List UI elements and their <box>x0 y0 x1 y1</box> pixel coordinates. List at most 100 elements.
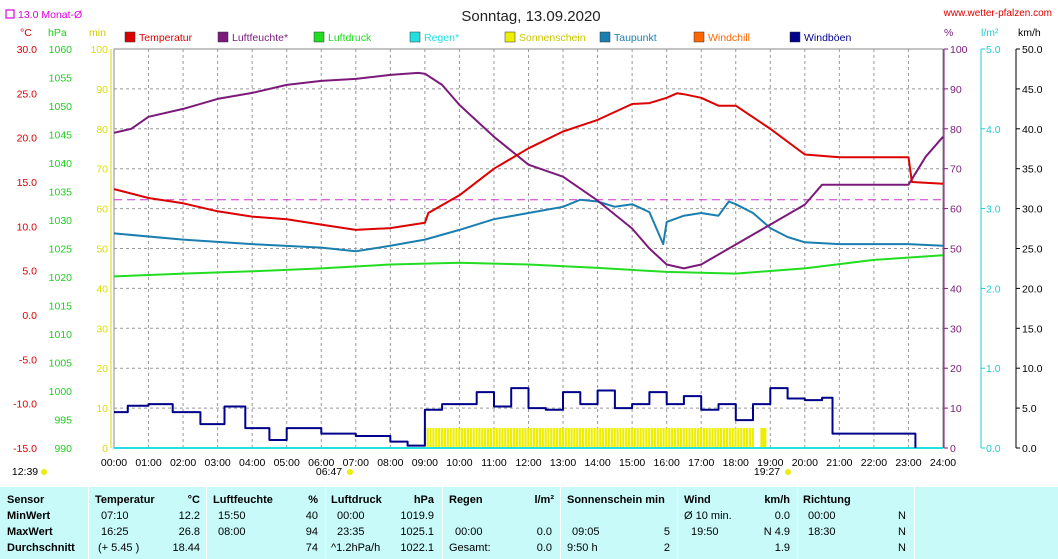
hpa-axis-tick: 1005 <box>49 358 73 370</box>
legend-swatch <box>124 31 136 43</box>
header-luftdruck-unit: hPa <box>413 494 434 506</box>
sunshine-bar <box>486 428 490 448</box>
x-tick-label: 00:00 <box>101 457 127 469</box>
sunshine-bar <box>452 428 455 448</box>
temp-unit-label: °C <box>20 27 32 39</box>
x-tick-label: 01:00 <box>135 457 161 469</box>
sunshine-bar <box>530 428 533 448</box>
kmh-axis-tick: 30.0 <box>1022 204 1043 216</box>
max-temp-value: 26.8 <box>178 526 200 538</box>
header-richtung: Richtung <box>803 494 851 506</box>
avg-richtung-value: N <box>898 542 906 554</box>
sunshine-bar <box>708 428 711 448</box>
x-tick-label: 02:00 <box>170 457 196 469</box>
avg-temp-value: 18.44 <box>172 542 200 554</box>
pct-axis-tick: 40 <box>950 283 962 295</box>
legend-label: Windchill <box>708 32 750 44</box>
min-axis-tick: 80 <box>96 124 108 136</box>
column-separator <box>914 487 915 559</box>
legend-label: Taupunkt <box>614 32 657 44</box>
legend-swatch <box>599 31 611 43</box>
max-druck-value: 1025.1 <box>400 526 434 538</box>
avg-sonne-time: 9:50 h <box>567 542 598 554</box>
sunshine-bar <box>717 428 720 448</box>
hpa-axis-tick: 1040 <box>49 158 73 170</box>
legend-swatch <box>789 31 801 43</box>
sunshine-bar <box>616 428 619 448</box>
sunshine-bar <box>725 428 728 448</box>
x-tick-label: 04:00 <box>239 457 265 469</box>
sunshine-bar <box>694 428 697 448</box>
max-wind-value: N 4.9 <box>763 526 790 538</box>
max-richtung-value: N <box>898 526 906 538</box>
temp-axis-tick: 0.0 <box>22 310 37 322</box>
max-feuchte-value: 94 <box>305 526 318 538</box>
max-druck-time: 23:35 <box>337 526 365 538</box>
website-link[interactable]: www.wetter-pfalzen.com <box>943 8 1052 19</box>
column-separator <box>88 487 89 559</box>
sunshine-bar <box>604 428 608 448</box>
x-tick-label: 17:00 <box>688 457 714 469</box>
sunset-label: 19:27 <box>754 466 780 478</box>
chart-legend: Temperatur Luftfeuchte* Luftdruck Regen* Son… <box>124 31 851 44</box>
sunshine-bar <box>547 428 550 448</box>
max-regen-time: 00:00 <box>455 526 483 538</box>
temp-axis-tick: 5.0 <box>22 266 37 278</box>
min-wind-time: Ø 10 min. <box>684 510 732 522</box>
pct-axis-tick: 70 <box>950 164 962 176</box>
sunshine-bar <box>584 428 588 448</box>
temp-axis-tick: -15.0 <box>13 443 37 455</box>
lm2-axis-tick: 1.0 <box>986 363 1001 375</box>
chart-title: Sonntag, 13.09.2020 <box>461 8 600 25</box>
sunshine-bar <box>587 428 590 448</box>
sunshine-bar <box>544 428 547 448</box>
sunshine-bar <box>524 428 527 448</box>
sunshine-bar <box>484 428 487 448</box>
max-richtung-time: 18:30 <box>808 526 836 538</box>
pct-axis-tick: 90 <box>950 84 962 96</box>
x-tick-label: 12:00 <box>515 457 541 469</box>
sunshine-bar <box>705 428 708 448</box>
sunshine-bar <box>671 428 674 448</box>
sunshine-bar <box>619 428 622 448</box>
sunshine-bar <box>682 428 685 448</box>
min-axis-tick: 20 <box>96 363 108 375</box>
row-label-minwert: MinWert <box>7 510 51 522</box>
sunshine-bar <box>593 428 596 448</box>
x-tick-label: 20:00 <box>792 457 818 469</box>
min-wind-value: 0.0 <box>774 510 790 522</box>
sunshine-bar <box>501 428 504 448</box>
sunshine-bar <box>463 428 467 448</box>
sunshine-bar <box>691 428 694 448</box>
min-feuchte-time: 15:50 <box>218 510 246 522</box>
kmh-axis-tick: 50.0 <box>1022 44 1043 56</box>
sunshine-bar <box>581 428 585 448</box>
header-luftfeuchte-unit: % <box>308 494 318 506</box>
kmh-axis-tick: 10.0 <box>1022 363 1043 375</box>
sunshine-bar <box>426 428 429 448</box>
sunshine-bar <box>521 428 524 448</box>
temp-axis-tick: 20.0 <box>17 133 38 145</box>
hpa-axis-tick: 1060 <box>49 44 73 56</box>
sunshine-bar <box>702 428 705 448</box>
min-axis-tick: 30 <box>96 323 108 335</box>
avg-temp-time: (+ 5.45 ) <box>98 542 140 554</box>
sunshine-bar <box>630 428 634 448</box>
wind-gust-line <box>114 387 917 448</box>
kmh-unit-label: km/h <box>1018 27 1041 39</box>
sunshine-bar <box>515 428 518 448</box>
hpa-axis-tick: 1000 <box>49 386 73 398</box>
sunshine-bar <box>722 428 726 448</box>
lm2-axis-tick: 4.0 <box>986 124 1001 136</box>
column-separator <box>797 487 798 559</box>
sun-icon-left <box>41 469 47 475</box>
sunshine-bar <box>466 428 470 448</box>
pct-axis-tick: 80 <box>950 124 962 136</box>
sunshine-bar <box>653 428 657 448</box>
min-feuchte-value: 40 <box>305 510 318 522</box>
header-wind-unit: km/h <box>764 494 790 506</box>
sunshine-bar <box>607 428 611 448</box>
sunshine-bar <box>596 428 599 448</box>
sunshine-bar <box>731 428 734 448</box>
sunshine-bar <box>461 428 464 448</box>
